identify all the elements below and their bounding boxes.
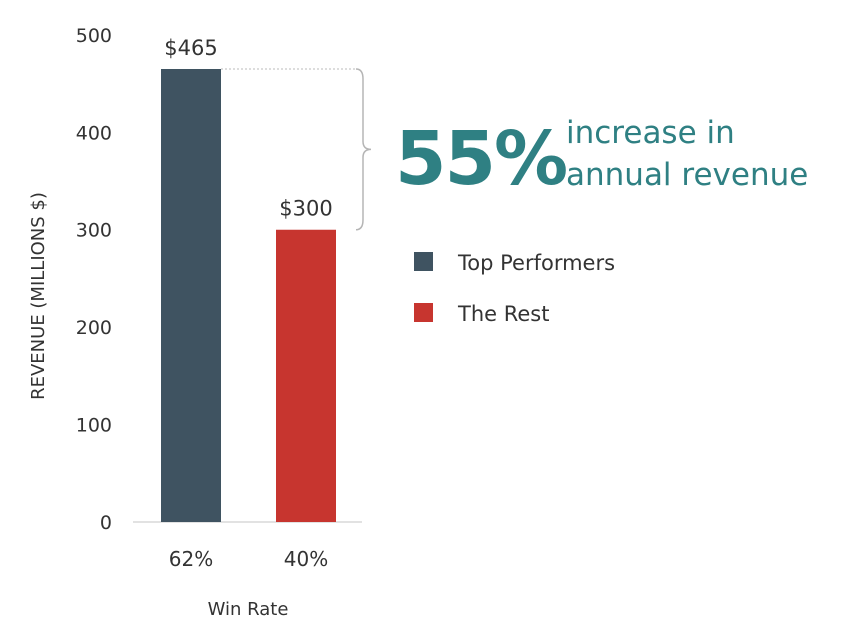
callout-line-2: annual revenue — [566, 157, 808, 193]
legend-label-the-rest: The Rest — [457, 302, 549, 326]
y-tick-label: 100 — [76, 415, 112, 437]
x-tick-label: 40% — [284, 547, 328, 571]
y-axis-title: REVENUE (MILLIONS $) — [28, 192, 49, 400]
callout-percentage: 55% — [395, 116, 566, 202]
x-axis-ticks: 62% 40% — [169, 547, 328, 571]
y-tick-label: 200 — [76, 317, 112, 339]
legend-swatch-the-rest — [414, 303, 433, 322]
x-axis-title: Win Rate — [208, 599, 289, 620]
y-tick-label: 400 — [76, 122, 112, 144]
y-tick-label: 0 — [100, 512, 112, 534]
bars — [161, 69, 336, 522]
y-tick-label: 300 — [76, 220, 112, 242]
curly-brace — [355, 68, 372, 231]
y-tick-label: 500 — [76, 25, 112, 47]
legend-swatch-top-performers — [414, 252, 433, 271]
data-labels: $465 $300 — [164, 36, 332, 221]
bar-top-performers — [161, 69, 221, 522]
legend-label-top-performers: Top Performers — [457, 251, 615, 275]
x-tick-label: 62% — [169, 547, 213, 571]
callout-line-1: increase in — [566, 115, 735, 151]
y-axis-ticks: 0 100 200 300 400 500 — [76, 25, 112, 534]
bar-the-rest — [276, 229, 336, 522]
data-label: $300 — [279, 197, 332, 221]
data-label: $465 — [164, 36, 217, 60]
legend: Top Performers The Rest — [414, 251, 615, 326]
